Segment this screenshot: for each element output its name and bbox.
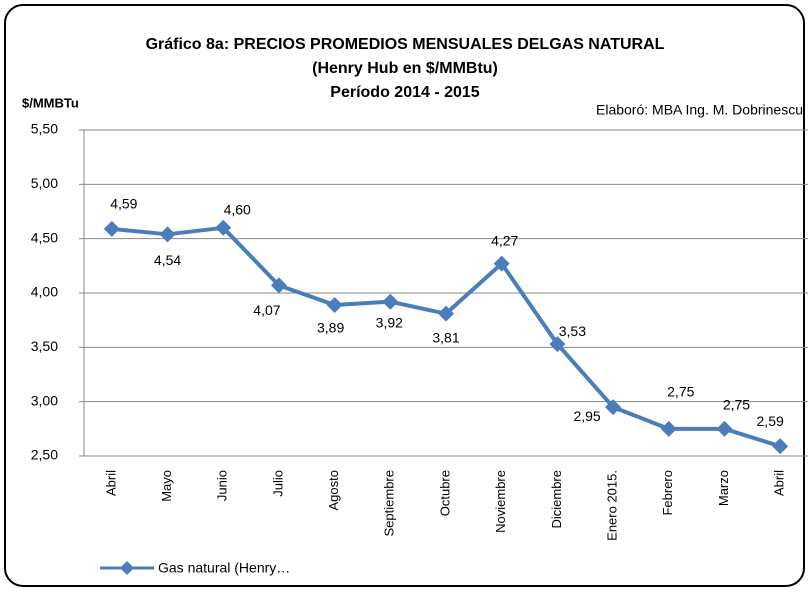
y-tick-label: 3,50 — [31, 338, 58, 354]
data-label: 3,81 — [432, 329, 459, 345]
x-tick-label: Septiembre — [382, 470, 397, 536]
x-tick-label: Enero 2015. — [605, 470, 620, 541]
y-axis-label: $/MMBTu — [22, 95, 79, 110]
y-tick-label: 4,00 — [31, 284, 58, 300]
x-tick-label: Abril — [103, 470, 118, 496]
data-label: 2,59 — [757, 413, 784, 429]
y-tick-label: 5,00 — [31, 175, 58, 191]
x-tick-label: Agosto — [326, 470, 341, 510]
data-point — [215, 219, 232, 236]
data-label: 4,54 — [154, 252, 181, 268]
chart-subtitle: (Henry Hub en $/MMBtu) — [312, 60, 498, 77]
data-label: 4,07 — [253, 302, 280, 318]
x-tick-label: Diciembre — [549, 470, 564, 529]
legend-label: Gas natural (Henry… — [158, 560, 290, 576]
data-label: 4,60 — [224, 202, 251, 218]
chart-border — [4, 4, 805, 587]
x-tick-label: Junio — [215, 470, 230, 501]
y-tick-label: 4,50 — [31, 229, 58, 245]
data-point — [438, 305, 454, 322]
data-point — [326, 296, 343, 313]
x-tick-label: Abril — [772, 470, 787, 496]
x-tick-label: Julio — [270, 470, 285, 497]
data-point — [660, 420, 677, 437]
data-label: 3,89 — [317, 320, 344, 336]
data-label: 4,59 — [110, 196, 137, 212]
data-point — [382, 293, 399, 310]
x-tick-label: Octubre — [437, 470, 452, 516]
x-tick-label: Noviembre — [493, 470, 508, 533]
data-label: 3,92 — [376, 314, 403, 330]
chart-title: Gráfico 8a: PRECIOS PROMEDIOS MENSUALES … — [146, 36, 665, 53]
data-label: 2,75 — [667, 384, 694, 400]
annotation: Elaboró: MBA Ing. M. Dobrinescu — [596, 102, 803, 118]
data-label: 2,95 — [573, 408, 600, 424]
data-point — [159, 226, 176, 243]
x-tick-label: Febrero — [660, 470, 675, 516]
y-tick-label: 5,50 — [31, 121, 58, 137]
x-tick-label: Marzo — [716, 470, 731, 506]
data-point — [103, 220, 120, 237]
data-label: 4,27 — [491, 232, 518, 248]
data-point — [270, 277, 287, 294]
data-point — [549, 336, 566, 353]
data-point — [716, 420, 733, 437]
data-label: 2,75 — [723, 397, 750, 413]
data-point — [772, 438, 789, 455]
y-tick-label: 3,00 — [31, 392, 58, 408]
legend-marker — [120, 561, 134, 575]
chart-subtitle: Período 2014 - 2015 — [330, 84, 480, 101]
data-point — [605, 399, 622, 416]
y-tick-label: 2,50 — [31, 447, 58, 463]
x-tick-label: Mayo — [159, 470, 174, 502]
data-label: 3,53 — [559, 323, 586, 339]
data-point — [493, 255, 510, 272]
